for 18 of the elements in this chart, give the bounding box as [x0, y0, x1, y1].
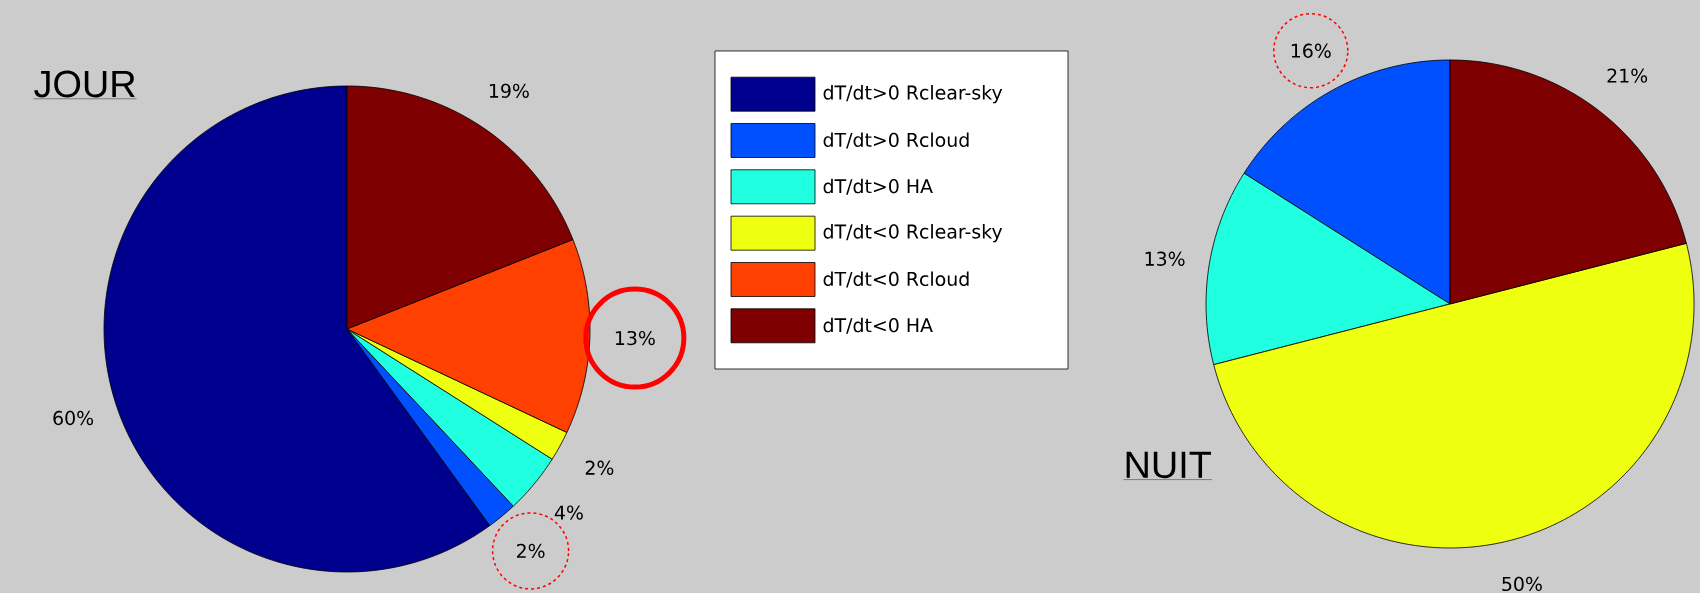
- data-label: 2%: [516, 543, 545, 558]
- legend-label: dT/dt<0 HA: [823, 317, 933, 334]
- data-label: 21%: [1607, 68, 1648, 83]
- data-label: 16%: [1291, 43, 1331, 58]
- legend-label: dT/dt>0 Rclear-sky: [823, 84, 1003, 104]
- data-label: 13%: [615, 330, 655, 346]
- data-label: 19%: [489, 83, 529, 98]
- data-label: 50%: [1502, 576, 1542, 591]
- legend-label: dT/dt>0 HA: [823, 178, 933, 195]
- data-label: 4%: [554, 505, 583, 520]
- legend-label: dT/dt<0 Rclear-sky: [823, 223, 1003, 243]
- data-label: 2%: [585, 460, 614, 475]
- text: NUIT: [1126, 451, 1211, 479]
- data-label: 60%: [53, 410, 94, 425]
- legend-label: dT/dt<0 Rcloud: [823, 271, 969, 288]
- legend-label: dT/dt>0 Rcloud: [823, 132, 969, 149]
- chart-title: JOUR: [34, 70, 135, 98]
- data-label: 13%: [1145, 251, 1185, 266]
